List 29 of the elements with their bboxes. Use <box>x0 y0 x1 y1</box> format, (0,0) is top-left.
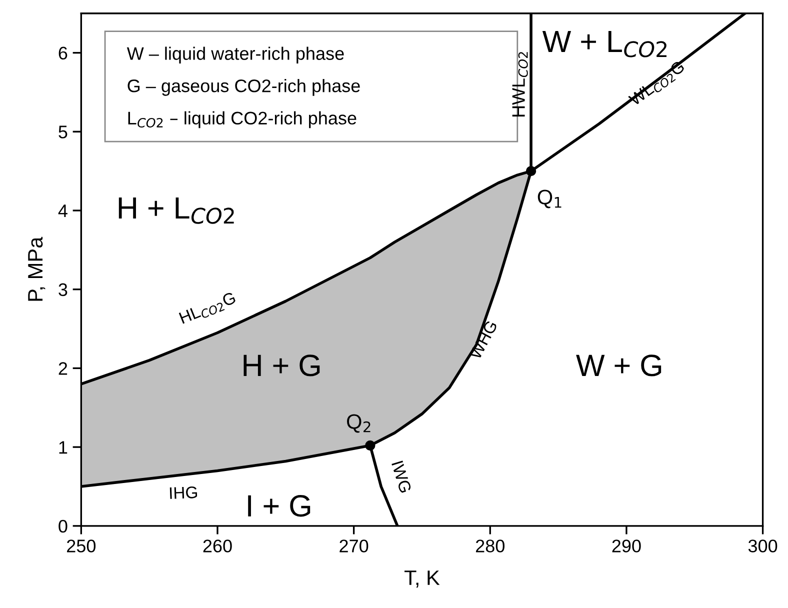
x-tick-label: 300 <box>748 540 778 552</box>
y-tick-label: 0 <box>58 520 68 533</box>
y-tick-label: 6 <box>58 46 68 60</box>
annotation: IWG <box>391 460 412 494</box>
y-tick-label: 1 <box>59 441 68 454</box>
annotation: IHG <box>170 486 198 500</box>
y-tick-label: 2 <box>58 362 68 375</box>
x-tick-label: 280 <box>476 540 504 552</box>
annotation: W + G <box>576 354 662 376</box>
y-axis-title: P, MPa <box>28 236 46 301</box>
x-tick-label: 250 <box>67 540 96 552</box>
annotation: H + L$_{CO2}$ <box>118 198 234 224</box>
annotation: L$_{CO2}$ – liquid CO2-rich phase <box>128 111 356 128</box>
annotation: W – liquid water-rich phase <box>126 46 344 64</box>
annotation: G – gaseous CO2-rich phase <box>128 78 360 96</box>
y-tick-label: 3 <box>58 283 68 296</box>
annotation: Q$_{1}$ <box>538 190 562 208</box>
annotation: Q$_{2}$ <box>347 414 370 433</box>
x-tick-label: 270 <box>340 540 368 552</box>
annotation: W + L$_{CO2}$ <box>542 30 666 58</box>
x-tick-label: 260 <box>203 540 232 552</box>
annotation: HWL$_{CO2}$ <box>512 52 528 116</box>
x-tick-label: 290 <box>612 540 641 552</box>
y-tick-label: 5 <box>58 126 68 138</box>
annotation: I + G <box>248 495 310 517</box>
annotation: HL$_{CO2}$G <box>178 292 238 326</box>
annotation: H + G <box>244 354 320 376</box>
x-axis-title: T, K <box>404 570 440 588</box>
y-tick-label: 4 <box>58 204 68 218</box>
